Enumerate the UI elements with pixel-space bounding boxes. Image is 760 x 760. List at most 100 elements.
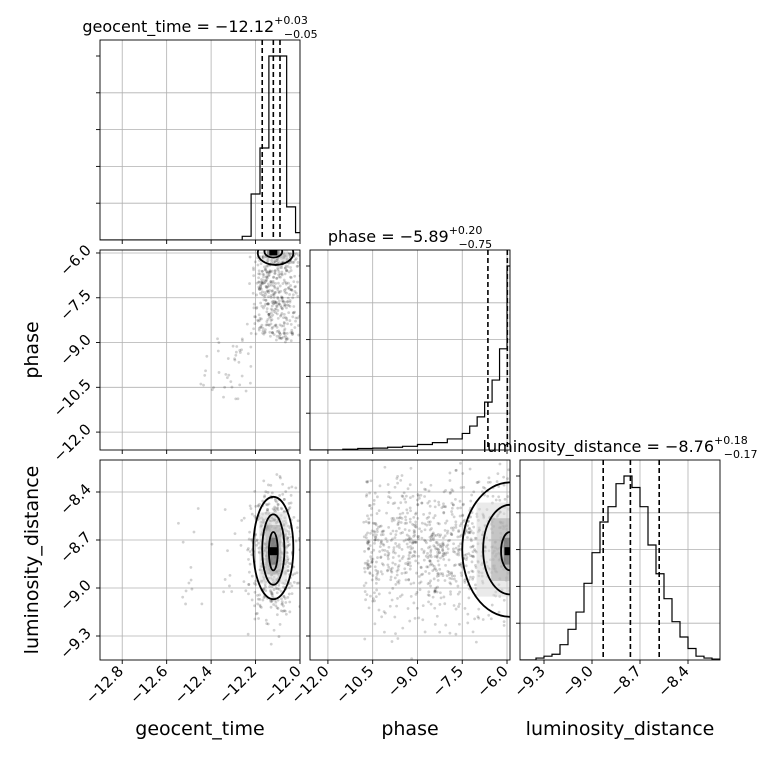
sample-point bbox=[409, 545, 412, 548]
sample-point bbox=[293, 310, 297, 314]
sample-point bbox=[285, 318, 289, 322]
sample-point bbox=[437, 551, 441, 555]
sample-point bbox=[370, 557, 373, 561]
sample-point bbox=[403, 528, 407, 531]
sample-point bbox=[408, 551, 411, 554]
sample-point bbox=[287, 530, 291, 534]
sample-point bbox=[407, 535, 411, 538]
sample-point bbox=[428, 559, 432, 563]
sample-point bbox=[288, 299, 292, 302]
sample-point bbox=[289, 535, 293, 539]
y-tick-label: −9.3 bbox=[56, 624, 94, 662]
sample-point bbox=[404, 562, 407, 565]
sample-point bbox=[400, 516, 404, 520]
sample-point bbox=[416, 503, 420, 506]
sample-point bbox=[279, 337, 283, 340]
sample-point bbox=[420, 547, 424, 551]
sample-point bbox=[404, 494, 408, 498]
sample-point bbox=[419, 565, 423, 569]
sample-point bbox=[469, 515, 473, 519]
sample-point bbox=[247, 583, 251, 586]
sample-point bbox=[252, 266, 255, 270]
sample-point bbox=[268, 323, 271, 327]
sample-point bbox=[436, 572, 440, 575]
sample-point bbox=[245, 322, 249, 326]
sample-point bbox=[367, 546, 371, 550]
sample-point bbox=[388, 604, 392, 608]
sample-point bbox=[267, 323, 271, 327]
sample-point bbox=[452, 604, 456, 607]
x-axis-label-luminosity_distance: luminosity_distance bbox=[526, 718, 715, 740]
sample-point bbox=[387, 553, 390, 557]
sample-point bbox=[421, 618, 425, 622]
sample-point bbox=[431, 532, 435, 536]
sample-point bbox=[373, 541, 376, 545]
sample-point bbox=[293, 572, 297, 576]
sample-point bbox=[276, 309, 280, 312]
sample-point bbox=[288, 543, 291, 546]
sample-point bbox=[263, 268, 267, 271]
sample-point bbox=[494, 498, 498, 502]
sample-point bbox=[441, 544, 445, 548]
sample-point bbox=[288, 581, 292, 585]
sample-point bbox=[455, 552, 459, 556]
sample-point bbox=[412, 531, 416, 535]
sample-point bbox=[369, 513, 373, 517]
sample-point bbox=[429, 483, 433, 487]
sample-point bbox=[292, 516, 296, 519]
sample-point bbox=[441, 546, 444, 550]
sample-point bbox=[458, 590, 462, 594]
sample-point bbox=[273, 324, 277, 328]
sample-point bbox=[432, 536, 435, 540]
sample-point bbox=[279, 332, 282, 336]
sample-point bbox=[282, 609, 286, 613]
sample-point bbox=[275, 305, 279, 308]
sample-point bbox=[375, 527, 379, 531]
sample-point bbox=[238, 383, 242, 387]
sample-point bbox=[473, 548, 476, 552]
sample-point bbox=[291, 332, 295, 336]
histogram-step-line bbox=[100, 55, 300, 240]
sample-point bbox=[254, 332, 258, 336]
sample-point bbox=[261, 499, 265, 503]
sample-point bbox=[365, 480, 369, 484]
sample-point bbox=[454, 563, 457, 567]
sample-point bbox=[466, 612, 470, 616]
sample-point bbox=[450, 574, 454, 578]
sample-point bbox=[397, 526, 401, 530]
sample-point bbox=[459, 506, 462, 510]
x-tick-label: −9.0 bbox=[558, 662, 596, 700]
sample-point bbox=[263, 295, 267, 299]
sample-point bbox=[408, 483, 412, 487]
sample-point bbox=[396, 580, 399, 584]
sample-point bbox=[283, 334, 287, 338]
sample-point bbox=[253, 260, 257, 264]
sample-point bbox=[433, 514, 437, 517]
sample-point bbox=[460, 574, 464, 577]
sample-point bbox=[241, 339, 244, 342]
sample-point bbox=[395, 516, 399, 520]
sample-point bbox=[272, 628, 276, 632]
sample-point bbox=[273, 507, 277, 511]
sample-point bbox=[263, 330, 267, 334]
sample-point bbox=[239, 543, 243, 547]
sample-point bbox=[404, 538, 408, 542]
y-tick-label: −7.5 bbox=[56, 286, 94, 324]
sample-point bbox=[267, 312, 271, 316]
sample-point bbox=[248, 381, 252, 385]
x-tick-label: −12.2 bbox=[215, 662, 260, 707]
sample-point bbox=[266, 264, 270, 268]
sample-point bbox=[277, 290, 281, 294]
sample-point bbox=[273, 271, 277, 275]
sample-point bbox=[273, 271, 277, 275]
sample-point bbox=[288, 304, 292, 308]
sample-point bbox=[254, 504, 258, 508]
sample-point bbox=[260, 304, 264, 308]
sample-point bbox=[451, 528, 455, 532]
sample-point bbox=[477, 607, 481, 611]
title-phase: phase = −5.89+0.20 −0.75 bbox=[328, 224, 492, 251]
sample-point bbox=[266, 490, 270, 494]
sample-point bbox=[464, 558, 468, 562]
sample-point bbox=[377, 592, 381, 596]
sample-point bbox=[263, 328, 267, 332]
